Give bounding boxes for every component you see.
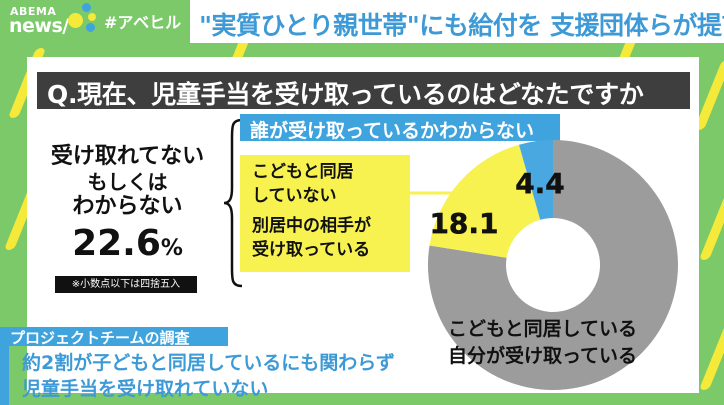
gray-slice-label: こどもと同居している 自分が受け取っている [448,316,668,370]
survey-source-tag: プロジェクトチームの調査 [0,327,228,347]
label-unknown-text: 誰が受け取っているかわからない [250,120,535,142]
footer-line1: 約2割が子どもと同居しているにも関わらず [22,352,395,374]
hashtag: #アベヒル [104,13,182,32]
slice-living-with-child [427,140,678,390]
summary-line3: わからない [72,194,183,219]
curly-brace-icon [223,118,243,288]
label-yellow-line2: していない [252,186,337,206]
summary-block: 受け取れてない もしくは わからない 22.6% [30,144,225,271]
gray-label-line2: 自分が受け取っている [448,345,638,367]
summary-unit: % [160,236,183,261]
label-yellow-line4: 受け取っている [252,240,371,260]
footer-line2: 児童手当を受け取れていない [22,378,269,400]
label-not-living-with-child: こどもと同居 していない 別居中の相手が 受け取っている [240,155,410,272]
logo-dot-yellow-small-icon [88,13,96,21]
slice-unknown [519,140,553,220]
logo-dot-yellow-icon [68,13,83,28]
summary-line2: もしくは [87,170,168,194]
logo-dot-blue-small-icon [86,23,95,32]
question-bar: Q.現在、児童手当を受け取っているのはどなたですか [37,72,690,109]
logo-news-text: news/ [9,15,69,37]
background-stripe [698,190,724,260]
summary-value: 22.6 [72,223,161,264]
headline-text: "実質ひとり親世帯"にも給付を 支援団体らが提言 [199,11,724,40]
logo-dot-blue-icon [82,3,91,12]
label-yellow-line1: こどもと同居 [252,162,354,182]
question-text: Q.現在、児童手当を受け取っているのはどなたですか [47,80,644,109]
gray-label-line1: こどもと同居している [448,318,638,340]
summary-line1: 受け取れてない [50,144,205,169]
logo-abema-text: ABEMA [10,5,57,18]
survey-source-text: プロジェクトチームの調査 [10,329,190,347]
slice-yellow-value: 18.1 [429,207,498,240]
slice-unknown-value: 4.4 [515,167,565,200]
label-yellow-line3: 別居中の相手が [252,216,371,236]
donut-chart: 4.4 18.1 [427,140,678,390]
summary-percentage: 22.6% [30,222,225,271]
headline-box: "実質ひとり親世帯"にも給付を 支援団体らが提言 [190,0,724,43]
footer-accent-bar [0,346,9,405]
background-stripe [698,320,724,390]
rounding-note: ※小数点以下は四捨五入 [55,276,197,293]
abema-news-logo: ABEMA news/ [6,3,96,39]
label-unknown-recipient: 誰が受け取っているかわからない [240,114,560,142]
slice-not-living-with-child [429,144,541,258]
